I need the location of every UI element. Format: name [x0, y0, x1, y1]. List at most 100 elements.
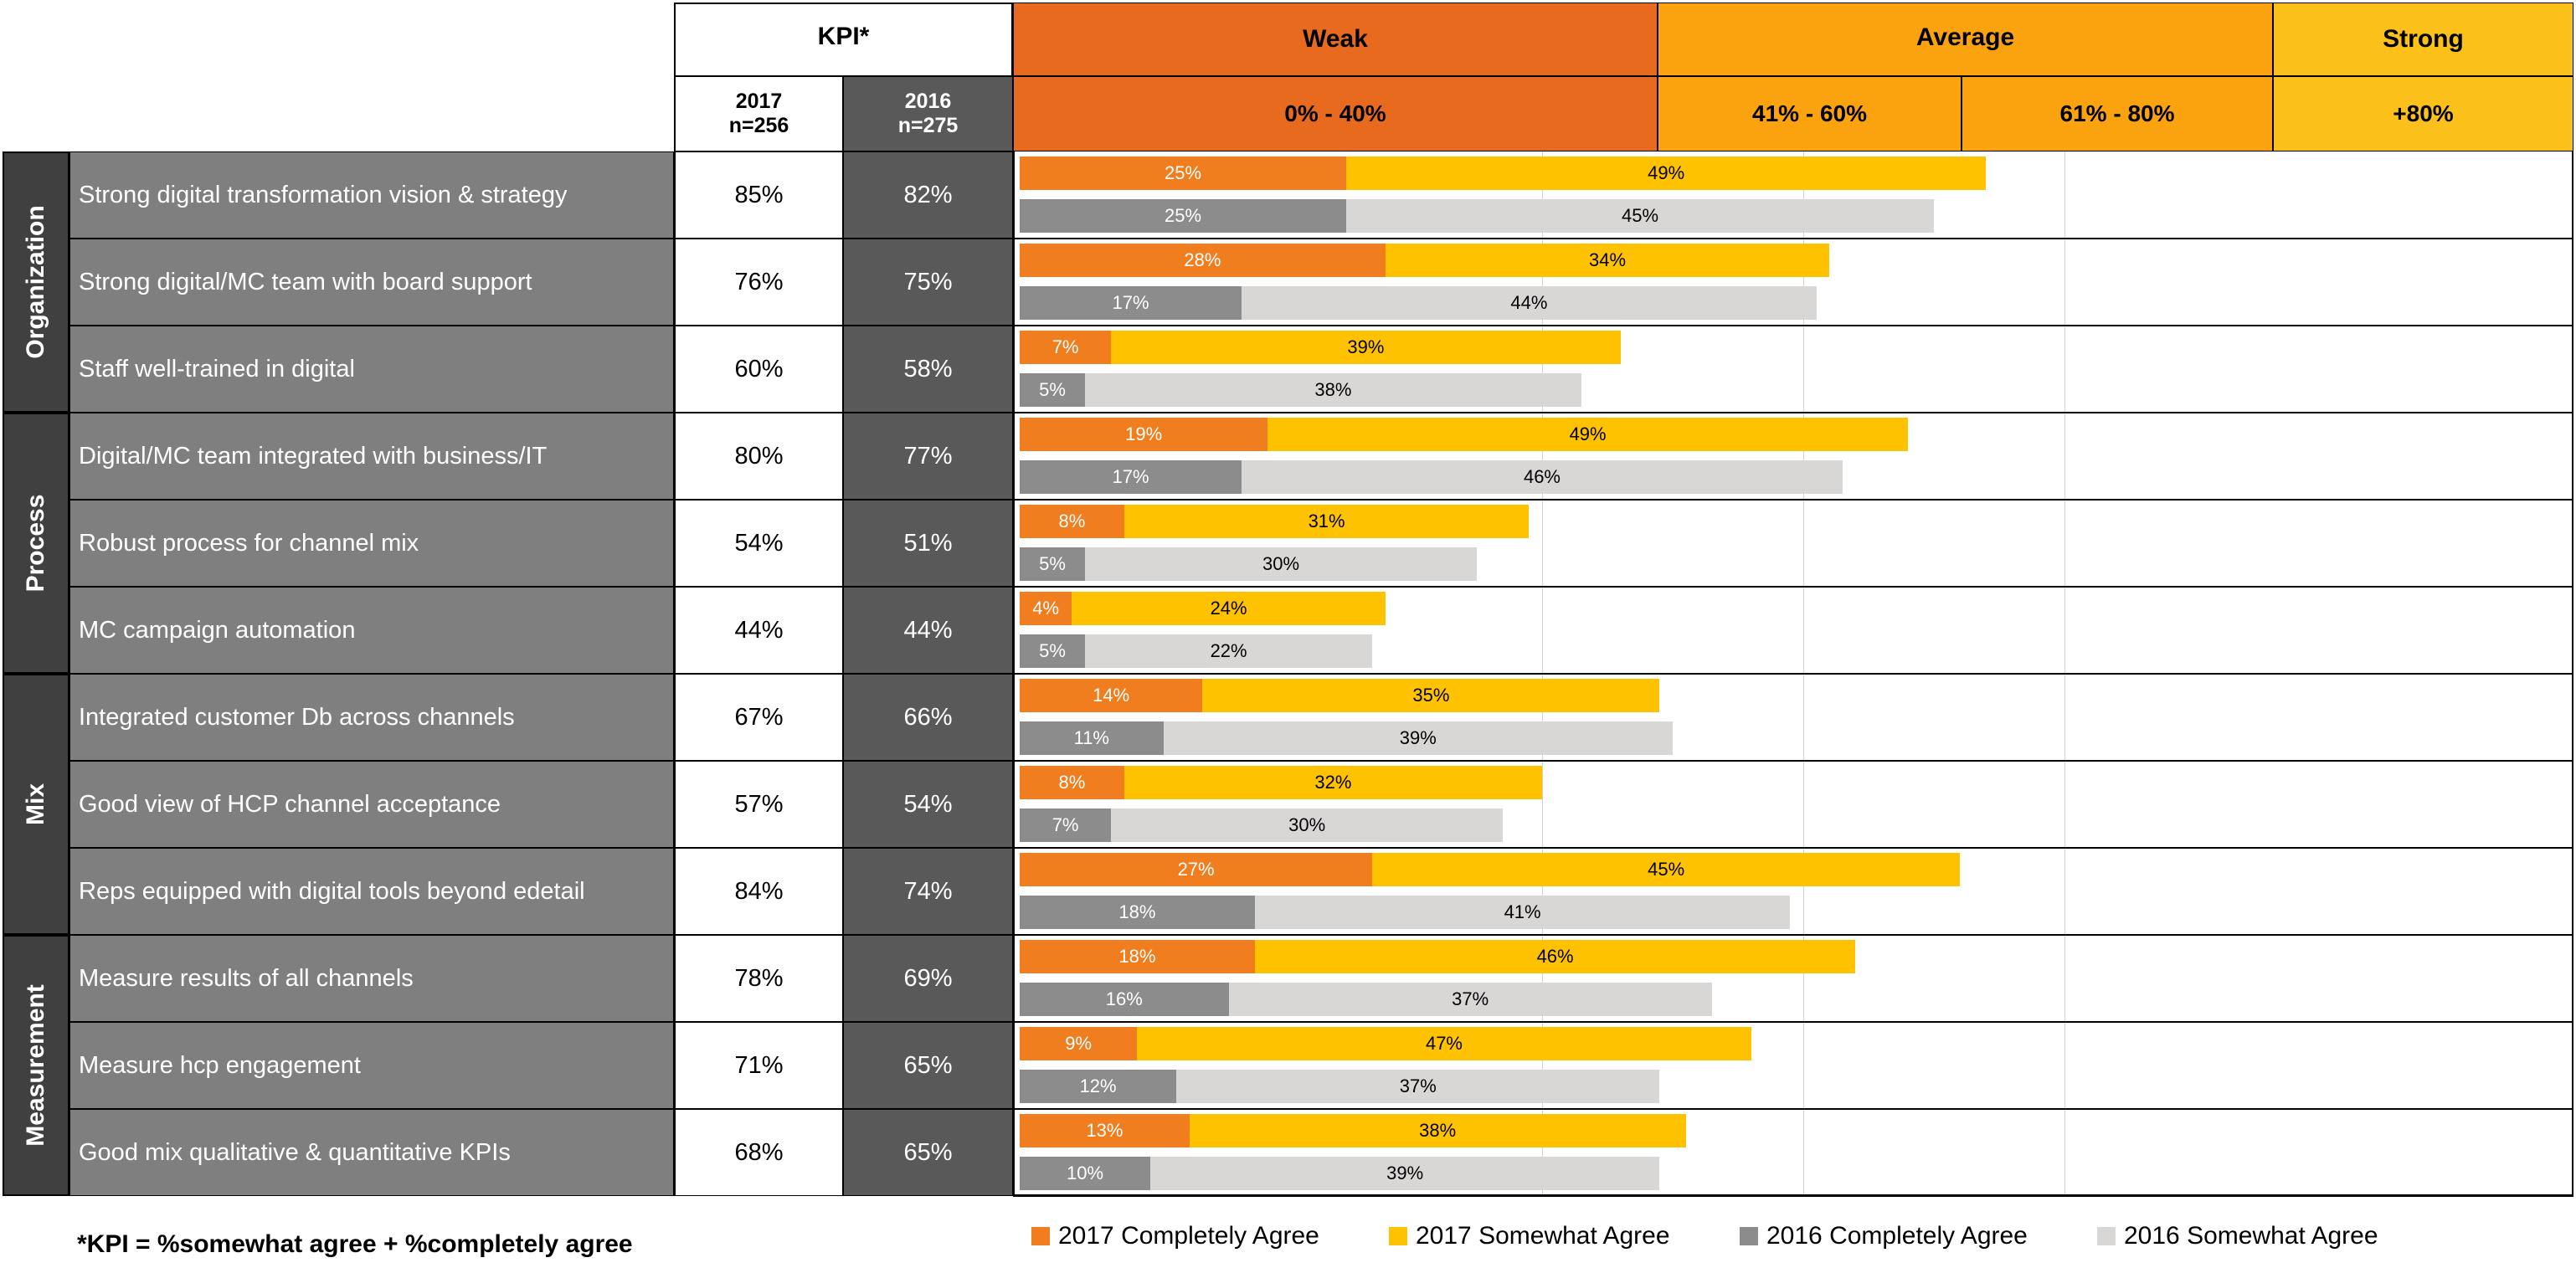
- bar-2017-completely-agree: 8%: [1020, 766, 1124, 799]
- bar-2017-completely-agree: 8%: [1020, 505, 1124, 538]
- legend-item-2017-somewhat: 2017 Somewhat Agree: [1389, 1222, 1670, 1250]
- kpi-2016-value: 65%: [843, 1109, 1013, 1196]
- group-cell: Measurement: [3, 935, 69, 1196]
- kpi-2016-value: 65%: [843, 1022, 1013, 1109]
- kpi-2017-value: 67%: [674, 674, 843, 761]
- kpi-2016-value: 75%: [843, 239, 1013, 326]
- band-range-41-60-label: 41% - 60%: [1752, 100, 1867, 126]
- kpi-2017-value: 85%: [674, 151, 843, 239]
- legend-swatch-2016-somewhat: [2097, 1227, 2116, 1245]
- kpi-2017-value: 54%: [674, 500, 843, 587]
- kpi-2017-value: 71%: [674, 1022, 843, 1109]
- kpi-2016-header: 2016 n=275: [843, 76, 1013, 151]
- bar-2017-somewhat-agree: 34%: [1385, 244, 1830, 277]
- band-range-80plus: +80%: [2273, 76, 2573, 151]
- bar-2017-completely-agree: 14%: [1020, 679, 1203, 712]
- band-strong-name: Strong: [2383, 25, 2464, 53]
- band-range-0-40-label: 0% - 40%: [1284, 100, 1386, 126]
- bar-2017-completely-agree: 25%: [1020, 157, 1346, 190]
- row-divider: [1013, 673, 2573, 675]
- band-range-61-80-label: 61% - 80%: [2059, 100, 2175, 126]
- row-label: Good view of HCP channel acceptance: [69, 761, 674, 848]
- row-divider: [1013, 412, 2573, 413]
- group-cell: Process: [3, 413, 69, 674]
- legend-item-2016-complete: 2016 Completely Agree: [1740, 1222, 2028, 1250]
- bar-2016-completely-agree: 25%: [1020, 199, 1346, 233]
- bar-2016-completely-agree: 7%: [1020, 809, 1112, 842]
- bar-2017-somewhat-agree: 35%: [1202, 679, 1660, 712]
- row-divider: [1013, 325, 2573, 326]
- kpi-2017-value: 68%: [674, 1109, 843, 1196]
- bar-2017-somewhat-agree: 24%: [1072, 592, 1386, 625]
- bar-2016-completely-agree: 5%: [1020, 634, 1085, 668]
- group-label: Mix: [22, 783, 49, 826]
- row-label: Reps equipped with digital tools beyond …: [69, 848, 674, 935]
- kpi-2017-value: 80%: [674, 413, 843, 500]
- kpi-2017-value: 57%: [674, 761, 843, 848]
- bar-2016-somewhat-agree: 30%: [1085, 547, 1477, 581]
- kpi-2017-n: n=256: [728, 114, 789, 137]
- bar-2016-somewhat-agree: 30%: [1111, 809, 1504, 842]
- bar-2016-somewhat-agree: 45%: [1346, 199, 1934, 233]
- legend-label-2017-complete: 2017 Completely Agree: [1058, 1222, 1319, 1250]
- group-label: Process: [22, 494, 49, 593]
- bar-2016-completely-agree: 12%: [1020, 1070, 1177, 1103]
- band-range-0-40: 0% - 40%: [1013, 76, 1658, 151]
- bar-2017-somewhat-agree: 32%: [1123, 766, 1542, 799]
- bar-2016-completely-agree: 10%: [1020, 1157, 1150, 1190]
- kpi-2016-year: 2016: [904, 90, 952, 113]
- bar-2017-somewhat-agree: 38%: [1189, 1114, 1686, 1147]
- bar-2016-somewhat-agree: 41%: [1254, 896, 1791, 929]
- band-average-name: Average: [1915, 23, 2015, 51]
- bar-2017-completely-agree: 27%: [1020, 853, 1373, 886]
- bar-2016-completely-agree: 17%: [1020, 460, 1242, 494]
- bar-2017-completely-agree: 28%: [1020, 244, 1386, 277]
- kpi-2016-value: 58%: [843, 326, 1013, 413]
- kpi-2016-value: 69%: [843, 935, 1013, 1022]
- bar-2017-completely-agree: 13%: [1020, 1114, 1190, 1147]
- row-divider: [1013, 499, 2573, 501]
- row-divider: [1013, 238, 2573, 239]
- row-label: Strong digital transformation vision & s…: [69, 151, 674, 239]
- row-label: Measure hcp engagement: [69, 1022, 674, 1109]
- bar-2016-completely-agree: 18%: [1020, 896, 1255, 929]
- bar-2016-completely-agree: 16%: [1020, 983, 1229, 1016]
- kpi-2016-value: 74%: [843, 848, 1013, 935]
- bar-2017-completely-agree: 4%: [1020, 592, 1072, 625]
- kpi-2016-value: 44%: [843, 587, 1013, 674]
- legend-swatch-2016-complete: [1740, 1227, 1758, 1245]
- bar-2016-somewhat-agree: 46%: [1242, 460, 1843, 494]
- row-divider: [1013, 1108, 2573, 1110]
- bar-2017-somewhat-agree: 46%: [1254, 940, 1856, 973]
- row-divider: [1013, 760, 2573, 762]
- band-weak-header: Weak: [1013, 3, 1658, 76]
- bar-2017-somewhat-agree: 49%: [1346, 157, 1987, 190]
- band-range-41-60: 41% - 60%: [1658, 76, 1962, 151]
- bar-2016-somewhat-agree: 22%: [1085, 634, 1373, 668]
- bar-2016-completely-agree: 17%: [1020, 286, 1242, 320]
- row-label: Measure results of all channels: [69, 935, 674, 1022]
- band-weak-name: Weak: [1303, 25, 1368, 53]
- kpi-2017-header: 2017 n=256: [674, 76, 843, 151]
- legend-swatch-2017-somewhat: [1389, 1227, 1407, 1245]
- bar-2017-somewhat-agree: 45%: [1372, 853, 1961, 886]
- bar-2017-somewhat-agree: 47%: [1137, 1027, 1751, 1060]
- group-label: Organization: [22, 205, 49, 359]
- row-divider: [1013, 934, 2573, 936]
- bar-2016-somewhat-agree: 39%: [1163, 721, 1673, 755]
- bar-2017-completely-agree: 19%: [1020, 418, 1268, 451]
- kpi-2017-value: 84%: [674, 848, 843, 935]
- row-label: Strong digital/MC team with board suppor…: [69, 239, 674, 326]
- legend-label-2016-somewhat: 2016 Somewhat Agree: [2124, 1222, 2378, 1250]
- bar-2016-completely-agree: 11%: [1020, 721, 1164, 755]
- legend-label-2017-somewhat: 2017 Somewhat Agree: [1416, 1222, 1670, 1250]
- row-label: MC campaign automation: [69, 587, 674, 674]
- band-range-61-80: 61% - 80%: [1962, 76, 2273, 151]
- kpi-header: KPI*: [674, 3, 1013, 76]
- kpi-2016-value: 77%: [843, 413, 1013, 500]
- bar-2017-completely-agree: 7%: [1020, 331, 1112, 364]
- legend-label-2016-complete: 2016 Completely Agree: [1766, 1222, 2028, 1250]
- row-divider: [1013, 847, 2573, 849]
- group-cell: Mix: [3, 674, 69, 935]
- row-label: Integrated customer Db across channels: [69, 674, 674, 761]
